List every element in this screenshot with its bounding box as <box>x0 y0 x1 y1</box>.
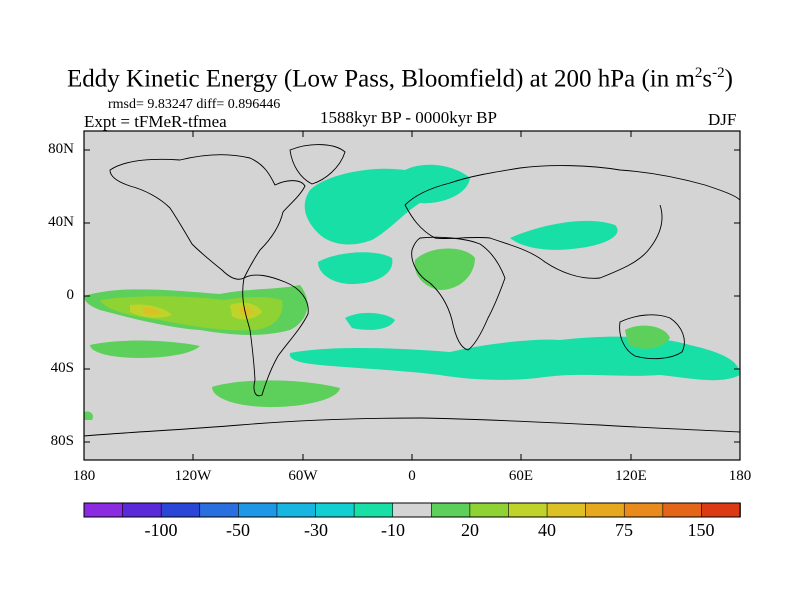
field-east-pacific-peak2 <box>240 307 253 316</box>
field-east-pacific-peak1 <box>143 307 160 315</box>
lat-label-0: 0 <box>66 287 75 303</box>
colorbar-label: 20 <box>461 520 479 540</box>
colorbar-label: 150 <box>687 520 715 540</box>
colorbar-segment <box>662 502 703 518</box>
period-label: 1588kyr BP - 0000kyr BP <box>320 108 497 127</box>
field-north-africa <box>414 248 475 290</box>
lat-label-80n: 80N <box>48 141 74 157</box>
field-south-america <box>212 380 340 408</box>
coast-australia <box>619 314 685 360</box>
coast-greenland <box>289 144 346 185</box>
colorbar-segment <box>585 502 626 518</box>
lat-label-80s: 80S <box>50 433 74 449</box>
lon-label-60e: 60E <box>508 468 534 484</box>
colorbar-label: -30 <box>304 520 328 540</box>
lon-label-60w: 60W <box>288 468 318 484</box>
colorbar-label: -50 <box>226 520 250 540</box>
field-australia <box>625 325 670 349</box>
lon-label-180w: 180 <box>72 468 96 484</box>
lon-label-120w: 120W <box>174 468 212 484</box>
colorbar-segment <box>160 502 201 518</box>
coast-africa <box>411 236 506 351</box>
lon-label-120e: 120E <box>615 468 647 484</box>
colorbar-segment <box>546 502 587 518</box>
field-north-pacific <box>510 220 618 250</box>
coast-eurasia <box>404 165 740 279</box>
colorbar-segment <box>315 502 355 518</box>
colorbar-frame <box>83 502 741 518</box>
colorbar-segment <box>392 502 433 518</box>
colorbar-segment <box>199 502 240 518</box>
colorbar <box>83 502 741 518</box>
colorbar-label: -10 <box>381 520 405 540</box>
colorbar-segment <box>430 502 471 518</box>
lat-label-40n: 40N <box>48 214 74 230</box>
colorbar-label: -100 <box>144 520 178 540</box>
colorbar-label: 40 <box>538 520 556 540</box>
experiment-label: Expt = tFMeR-tfmea <box>84 112 227 131</box>
coast-south-america <box>242 274 309 397</box>
field-central-pacific <box>90 340 200 358</box>
colorbar-label: 75 <box>615 520 633 540</box>
plot-title: Eddy Kinetic Energy (Low Pass, Bloomfiel… <box>67 65 733 93</box>
coastlines <box>84 144 740 437</box>
season-label: DJF <box>708 110 737 129</box>
colorbar-segment <box>238 502 278 518</box>
colorbar-segment <box>508 502 548 518</box>
field-southern-ocean <box>289 312 740 381</box>
coast-north-america <box>109 154 306 280</box>
lon-label-0: 0 <box>408 468 416 484</box>
stats-text: rmsd= 9.83247 diff= 0.896446 <box>108 97 281 112</box>
colorbar-segment <box>469 502 510 518</box>
axis-ticks <box>84 131 740 460</box>
colorbar-segment <box>353 502 394 518</box>
lat-label-40s: 40S <box>50 360 74 376</box>
field-north-scandinavia <box>405 175 450 190</box>
colorbar-segment <box>122 502 162 518</box>
coast-antarctica <box>84 417 740 437</box>
colorbar-segment <box>701 502 741 518</box>
field-tropical-atlantic <box>330 261 380 281</box>
colorbar-segment <box>276 502 317 518</box>
field-west-pacific-small <box>84 411 93 420</box>
anomaly-fields <box>84 164 740 420</box>
colorbar-segment <box>83 502 124 518</box>
colorbar-segment <box>623 502 664 518</box>
lon-label-180e: 180 <box>728 468 752 484</box>
